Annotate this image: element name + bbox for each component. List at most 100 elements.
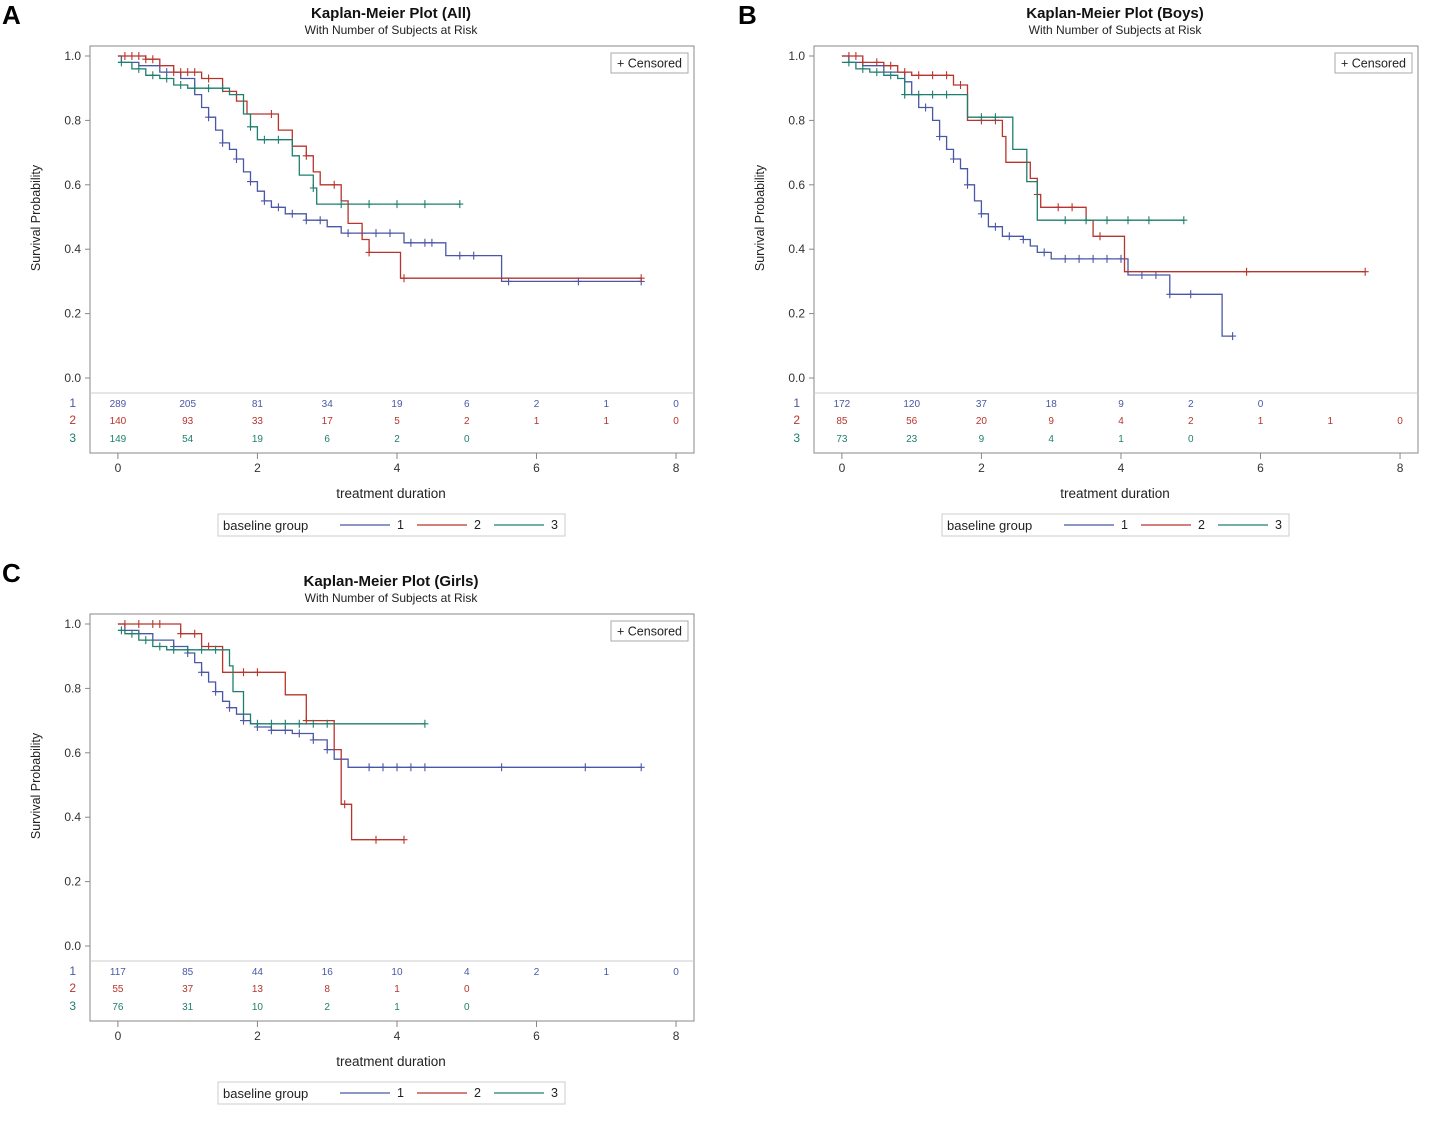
plot-frame: [89, 45, 695, 454]
risk-count: 81: [252, 399, 264, 410]
censor-mark: [407, 763, 415, 772]
y-tick-label: 0.0: [64, 939, 81, 953]
censor-mark: [1061, 216, 1069, 225]
censored-legend-box: [610, 620, 689, 642]
censored-legend-label: + Censored: [617, 57, 682, 71]
censor-mark: [943, 90, 951, 99]
censor-mark: [400, 835, 408, 844]
censor-mark: [309, 184, 317, 192]
series-legend-label: 1: [1121, 518, 1128, 532]
km-curve-group-1: [117, 623, 642, 768]
censor-mark: [198, 645, 206, 654]
censor-mark: [379, 763, 387, 772]
risk-count: 85: [836, 416, 848, 427]
chart-title: Kaplan-Meier Plot (Girls): [303, 573, 478, 590]
censor-mark: [991, 222, 999, 231]
censor-mark: [964, 180, 971, 189]
x-tick-label: 8: [673, 1029, 680, 1043]
censor-mark: [163, 74, 171, 83]
censor-mark: [191, 629, 199, 638]
y-tick-label: 0.6: [64, 746, 81, 760]
censor-mark: [170, 645, 178, 654]
censor-mark: [240, 668, 247, 677]
risk-count: 2: [464, 416, 470, 427]
x-axis-label: treatment duration: [336, 1054, 446, 1069]
y-tick-label: 0.6: [64, 178, 81, 192]
censor-mark: [456, 200, 464, 209]
censor-mark: [1361, 267, 1369, 276]
risk-count: 34: [322, 399, 334, 410]
series-legend-label: 3: [551, 518, 558, 532]
y-tick-label: 1.0: [64, 49, 81, 63]
risk-count: 76: [112, 1002, 124, 1013]
chart-subtitle: With Number of Subjects at Risk: [1029, 23, 1203, 37]
censor-mark: [365, 200, 373, 209]
censor-mark: [372, 229, 380, 238]
km-curve-group-1: [117, 55, 642, 283]
censor-mark: [184, 68, 192, 77]
censor-mark: [1040, 248, 1048, 257]
risk-count: 16: [322, 967, 334, 978]
censor-mark: [1117, 254, 1125, 263]
censor-mark: [205, 113, 213, 122]
km-curve-group-3: [117, 61, 460, 205]
censor-mark: [400, 274, 408, 283]
censor-mark: [274, 203, 282, 212]
risk-count: 2: [1188, 399, 1194, 410]
censor-mark: [316, 216, 324, 225]
risk-count: 1: [394, 1002, 400, 1013]
y-tick-label: 0.8: [64, 681, 81, 695]
y-tick-label: 0.0: [64, 371, 81, 385]
censored-legend-label: + Censored: [617, 625, 682, 639]
censor-mark: [1075, 254, 1083, 263]
risk-count: 1: [603, 399, 609, 410]
km-chart-girls: Kaplan-Meier Plot (Girls)With Number of …: [29, 573, 695, 1105]
km-curve-group-2: [841, 55, 1366, 273]
censor-mark: [260, 196, 268, 205]
x-tick-label: 0: [115, 461, 122, 475]
censor-mark: [922, 103, 930, 112]
censor-mark: [135, 64, 143, 73]
censor-mark: [901, 90, 909, 99]
y-axis-label: Survival Probability: [753, 164, 767, 271]
panel-c: C Kaplan-Meier Plot (Girls) With Number o…: [0, 558, 724, 1136]
risk-count: 2: [324, 1002, 330, 1013]
censor-mark: [407, 238, 415, 247]
censor-mark: [470, 251, 478, 260]
risk-row-label: 1: [793, 396, 800, 410]
censor-mark: [177, 68, 185, 77]
risk-count: 31: [182, 1002, 194, 1013]
censor-mark: [205, 74, 213, 83]
censor-mark: [1180, 216, 1188, 225]
censor-mark: [330, 180, 338, 189]
km-curve-group-2: [117, 55, 642, 279]
x-tick-label: 2: [254, 461, 261, 475]
censor-mark: [149, 55, 157, 64]
censor-mark: [365, 763, 373, 772]
risk-count: 19: [391, 399, 403, 410]
y-tick-label: 0.0: [788, 371, 805, 385]
risk-row-label: 1: [69, 396, 76, 410]
risk-row-label: 1: [69, 964, 76, 978]
risk-count: 13: [252, 984, 264, 995]
censor-mark: [295, 729, 303, 738]
censor-mark: [302, 216, 310, 225]
censor-mark: [288, 209, 296, 218]
y-tick-label: 0.2: [64, 307, 81, 321]
censor-mark: [428, 238, 436, 247]
risk-count: 1: [394, 984, 400, 995]
risk-count: 0: [464, 434, 470, 445]
risk-count: 73: [836, 434, 848, 445]
censor-mark: [177, 81, 185, 89]
km-curve-group-3: [117, 629, 425, 725]
risk-row-label: 3: [69, 999, 76, 1013]
chart-title: Kaplan-Meier Plot (All): [311, 5, 471, 22]
plot-frame: [813, 45, 1419, 454]
x-tick-label: 4: [394, 461, 401, 475]
censor-mark: [281, 719, 289, 728]
censor-mark: [845, 58, 853, 67]
censor-mark: [117, 58, 125, 67]
censor-mark: [421, 719, 429, 728]
risk-count: 0: [464, 984, 470, 995]
risk-count: 93: [182, 416, 194, 427]
